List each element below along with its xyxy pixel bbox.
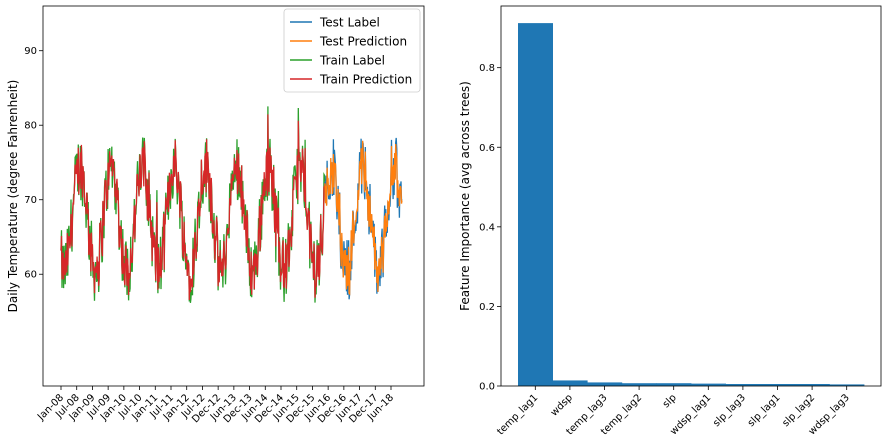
bar-slp_lag3: [725, 384, 761, 386]
bar-temp_lag1: [518, 23, 553, 386]
bar-temp_lag2: [621, 383, 657, 386]
right-axes-frame: [500, 5, 882, 387]
bar-slp_lag1: [760, 384, 796, 386]
y-tick-label: 90: [24, 46, 37, 57]
bar-temp_lag3: [587, 382, 623, 386]
bar-slp_lag2: [794, 384, 830, 386]
legend-entry-label: Test Prediction: [319, 35, 407, 49]
series-line-test-prediction: [324, 140, 403, 296]
series-line-train-prediction: [60, 114, 326, 301]
left-y-axis: 60 70 80 90: [24, 46, 43, 281]
y-tick-label: 0.8: [479, 63, 495, 74]
bar-group: [518, 23, 865, 386]
legend-entry-label: Train Prediction: [319, 73, 412, 87]
left-y-axis-label: Daily Temperature (degree Fahrenheit): [6, 80, 20, 313]
legend-box: [283, 8, 421, 93]
right-y-axis-label: Feature Importance (avg across trees): [458, 81, 472, 311]
legend-entry-label: Test Label: [319, 16, 380, 30]
y-tick-label: 80: [24, 121, 37, 132]
y-tick-label: 60: [24, 270, 37, 281]
y-tick-label: 0.0: [479, 382, 495, 393]
legend: Test Label Test Prediction Train Label Trai…: [283, 8, 421, 93]
bar-slp: [656, 383, 692, 386]
legend-entry-label: Train Label: [319, 54, 385, 68]
y-tick-label: 70: [24, 195, 37, 206]
y-tick-label: 0.4: [479, 222, 495, 233]
temperature-series-group: [60, 106, 403, 303]
bar-wdsp_lag3: [829, 384, 865, 386]
right-y-axis: 0.0 0.2 0.4 0.6 0.8: [479, 63, 501, 393]
bar-wdsp: [552, 380, 588, 386]
y-tick-label: 0.6: [479, 143, 495, 154]
bar-wdsp_lag1: [691, 383, 726, 386]
y-tick-label: 0.2: [479, 302, 495, 313]
series-line-train-label: [60, 106, 326, 303]
